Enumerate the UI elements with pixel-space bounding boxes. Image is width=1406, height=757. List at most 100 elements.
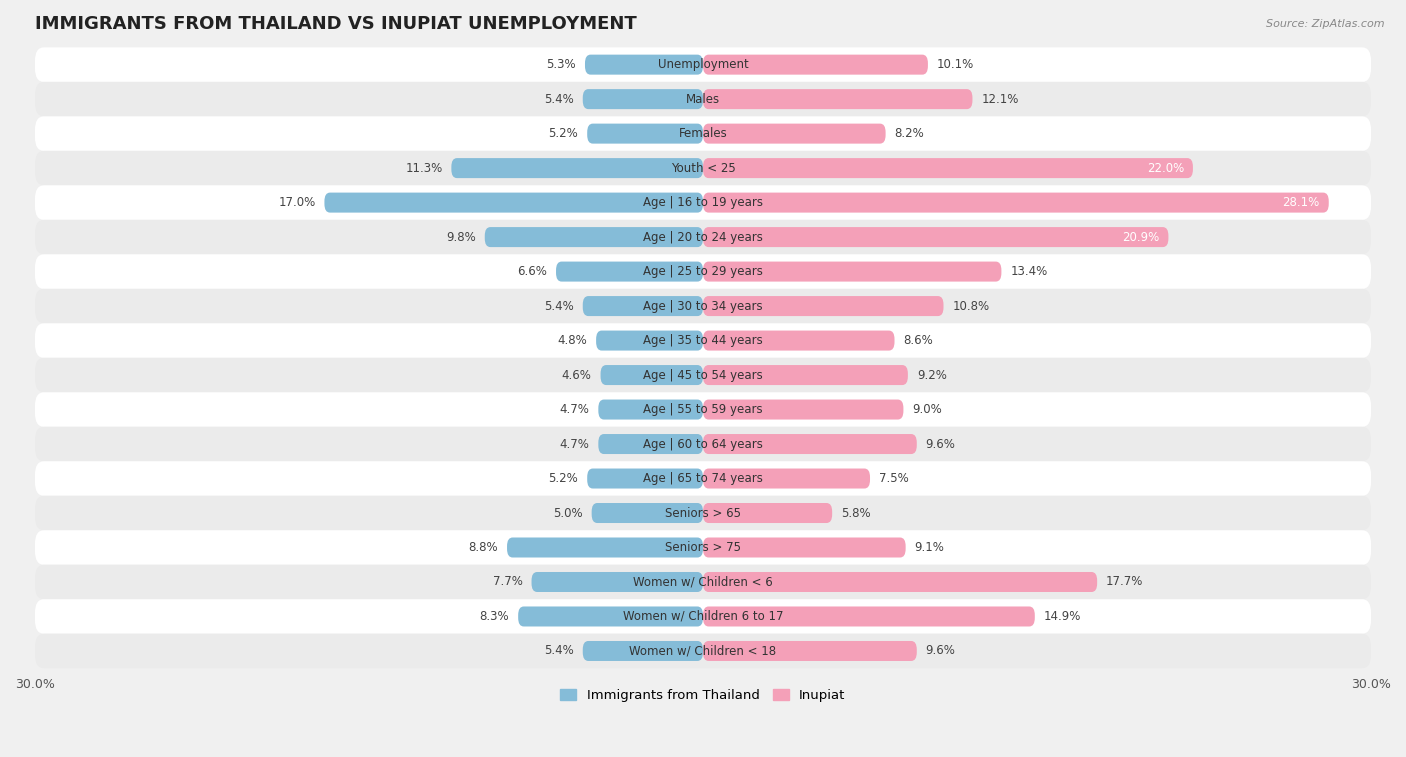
FancyBboxPatch shape xyxy=(703,572,1097,592)
FancyBboxPatch shape xyxy=(703,331,894,350)
Legend: Immigrants from Thailand, Inupiat: Immigrants from Thailand, Inupiat xyxy=(555,684,851,707)
Text: 10.8%: 10.8% xyxy=(952,300,990,313)
Text: 5.4%: 5.4% xyxy=(544,92,574,106)
FancyBboxPatch shape xyxy=(531,572,703,592)
Text: Age | 16 to 19 years: Age | 16 to 19 years xyxy=(643,196,763,209)
Text: 10.1%: 10.1% xyxy=(936,58,974,71)
FancyBboxPatch shape xyxy=(35,185,1371,220)
FancyBboxPatch shape xyxy=(599,400,703,419)
Text: 8.8%: 8.8% xyxy=(468,541,498,554)
FancyBboxPatch shape xyxy=(35,358,1371,392)
Text: 6.6%: 6.6% xyxy=(517,265,547,278)
FancyBboxPatch shape xyxy=(35,392,1371,427)
Text: 17.0%: 17.0% xyxy=(278,196,315,209)
Text: Youth < 25: Youth < 25 xyxy=(671,161,735,175)
FancyBboxPatch shape xyxy=(555,262,703,282)
FancyBboxPatch shape xyxy=(35,117,1371,151)
FancyBboxPatch shape xyxy=(35,48,1371,82)
Text: 4.7%: 4.7% xyxy=(560,403,589,416)
FancyBboxPatch shape xyxy=(35,565,1371,600)
Text: 22.0%: 22.0% xyxy=(1147,161,1184,175)
Text: 14.9%: 14.9% xyxy=(1043,610,1081,623)
FancyBboxPatch shape xyxy=(451,158,703,178)
FancyBboxPatch shape xyxy=(703,55,928,75)
Text: Age | 20 to 24 years: Age | 20 to 24 years xyxy=(643,231,763,244)
FancyBboxPatch shape xyxy=(596,331,703,350)
FancyBboxPatch shape xyxy=(703,400,904,419)
FancyBboxPatch shape xyxy=(600,365,703,385)
FancyBboxPatch shape xyxy=(588,123,703,144)
FancyBboxPatch shape xyxy=(35,461,1371,496)
Text: Males: Males xyxy=(686,92,720,106)
Text: Seniors > 75: Seniors > 75 xyxy=(665,541,741,554)
Text: 5.3%: 5.3% xyxy=(547,58,576,71)
FancyBboxPatch shape xyxy=(35,496,1371,530)
FancyBboxPatch shape xyxy=(588,469,703,488)
FancyBboxPatch shape xyxy=(599,434,703,454)
Text: IMMIGRANTS FROM THAILAND VS INUPIAT UNEMPLOYMENT: IMMIGRANTS FROM THAILAND VS INUPIAT UNEM… xyxy=(35,15,637,33)
Text: 8.2%: 8.2% xyxy=(894,127,924,140)
FancyBboxPatch shape xyxy=(35,600,1371,634)
Text: 13.4%: 13.4% xyxy=(1011,265,1047,278)
Text: 9.6%: 9.6% xyxy=(925,438,956,450)
FancyBboxPatch shape xyxy=(35,254,1371,289)
FancyBboxPatch shape xyxy=(703,641,917,661)
Text: 9.2%: 9.2% xyxy=(917,369,946,382)
Text: Age | 55 to 59 years: Age | 55 to 59 years xyxy=(643,403,763,416)
FancyBboxPatch shape xyxy=(703,537,905,557)
Text: Age | 25 to 29 years: Age | 25 to 29 years xyxy=(643,265,763,278)
Text: 5.2%: 5.2% xyxy=(548,127,578,140)
FancyBboxPatch shape xyxy=(35,323,1371,358)
Text: 4.6%: 4.6% xyxy=(562,369,592,382)
Text: Age | 35 to 44 years: Age | 35 to 44 years xyxy=(643,334,763,347)
Text: 11.3%: 11.3% xyxy=(405,161,443,175)
FancyBboxPatch shape xyxy=(35,289,1371,323)
Text: Age | 65 to 74 years: Age | 65 to 74 years xyxy=(643,472,763,485)
FancyBboxPatch shape xyxy=(508,537,703,557)
Text: 9.1%: 9.1% xyxy=(914,541,945,554)
FancyBboxPatch shape xyxy=(582,89,703,109)
FancyBboxPatch shape xyxy=(35,82,1371,117)
FancyBboxPatch shape xyxy=(35,427,1371,461)
FancyBboxPatch shape xyxy=(703,89,973,109)
FancyBboxPatch shape xyxy=(519,606,703,627)
FancyBboxPatch shape xyxy=(703,296,943,316)
FancyBboxPatch shape xyxy=(703,469,870,488)
FancyBboxPatch shape xyxy=(582,641,703,661)
Text: 12.1%: 12.1% xyxy=(981,92,1019,106)
FancyBboxPatch shape xyxy=(703,606,1035,627)
FancyBboxPatch shape xyxy=(325,192,703,213)
Text: 28.1%: 28.1% xyxy=(1282,196,1320,209)
Text: 5.8%: 5.8% xyxy=(841,506,870,519)
Text: 8.6%: 8.6% xyxy=(904,334,934,347)
FancyBboxPatch shape xyxy=(703,158,1192,178)
Text: Women w/ Children < 6: Women w/ Children < 6 xyxy=(633,575,773,588)
Text: 9.0%: 9.0% xyxy=(912,403,942,416)
Text: 5.4%: 5.4% xyxy=(544,300,574,313)
FancyBboxPatch shape xyxy=(703,192,1329,213)
Text: Age | 30 to 34 years: Age | 30 to 34 years xyxy=(643,300,763,313)
Text: 17.7%: 17.7% xyxy=(1107,575,1143,588)
FancyBboxPatch shape xyxy=(35,634,1371,668)
Text: 4.7%: 4.7% xyxy=(560,438,589,450)
FancyBboxPatch shape xyxy=(35,530,1371,565)
Text: Age | 45 to 54 years: Age | 45 to 54 years xyxy=(643,369,763,382)
Text: 7.7%: 7.7% xyxy=(492,575,523,588)
FancyBboxPatch shape xyxy=(703,434,917,454)
Text: 4.8%: 4.8% xyxy=(557,334,588,347)
Text: Source: ZipAtlas.com: Source: ZipAtlas.com xyxy=(1267,19,1385,29)
Text: 5.2%: 5.2% xyxy=(548,472,578,485)
Text: 8.3%: 8.3% xyxy=(479,610,509,623)
Text: Women w/ Children < 18: Women w/ Children < 18 xyxy=(630,644,776,658)
Text: Women w/ Children 6 to 17: Women w/ Children 6 to 17 xyxy=(623,610,783,623)
FancyBboxPatch shape xyxy=(703,262,1001,282)
Text: Females: Females xyxy=(679,127,727,140)
FancyBboxPatch shape xyxy=(592,503,703,523)
Text: 5.0%: 5.0% xyxy=(553,506,582,519)
Text: Seniors > 65: Seniors > 65 xyxy=(665,506,741,519)
FancyBboxPatch shape xyxy=(703,503,832,523)
FancyBboxPatch shape xyxy=(35,220,1371,254)
Text: 7.5%: 7.5% xyxy=(879,472,908,485)
FancyBboxPatch shape xyxy=(703,365,908,385)
FancyBboxPatch shape xyxy=(703,227,1168,247)
